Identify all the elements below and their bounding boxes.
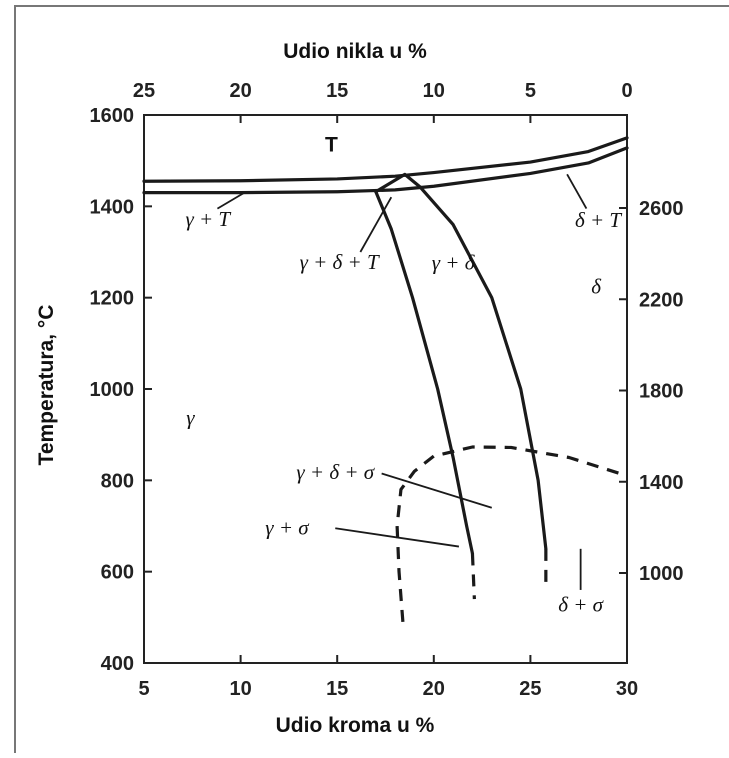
y-left-tick-label: 1400 xyxy=(90,196,135,218)
x-bottom-tick-label: 10 xyxy=(229,678,251,700)
leader-line-3 xyxy=(381,472,493,509)
x-top-tick-label: 0 xyxy=(621,80,632,102)
phase-boundary-line-4 xyxy=(418,185,548,551)
y-left-tick-label: 1200 xyxy=(90,288,135,310)
x-axis-top-title: Udio nikla u % xyxy=(283,40,427,63)
x-top-tick-label: 5 xyxy=(525,80,536,102)
phase-boundary-line-0 xyxy=(142,136,629,183)
x-top-tick-label: 20 xyxy=(229,80,251,102)
y-right-tick-label: 2600 xyxy=(639,198,684,220)
y-left-tick-label: 600 xyxy=(101,562,134,584)
region-label: δ + σ xyxy=(558,593,604,617)
y-axis-left-title: Temperatura, °C xyxy=(35,305,58,466)
y-left-tick-label: 400 xyxy=(101,653,134,675)
region-label: γ + δ + T xyxy=(300,250,380,274)
y-right-tick-label: 1800 xyxy=(639,381,684,403)
region-label: γ xyxy=(186,405,195,429)
x-bottom-tick-label: 5 xyxy=(138,678,149,700)
y-right-tick-label: 1400 xyxy=(639,472,684,494)
region-label: δ + T xyxy=(575,208,622,232)
phase-boundary-line-3 xyxy=(374,190,475,555)
region-label: γ + σ xyxy=(265,515,310,539)
x-top-tick-label: 10 xyxy=(423,80,445,102)
y-right-tick-label: 2200 xyxy=(639,289,684,311)
leader-line-1 xyxy=(359,196,393,253)
x-axis-bottom-title: Udio kroma u % xyxy=(276,714,435,737)
y-left-tick-label: 800 xyxy=(101,470,134,492)
x-bottom-tick-label: 15 xyxy=(326,678,348,700)
leader-line-4 xyxy=(335,527,460,548)
phase-boundary-line-2 xyxy=(374,172,422,194)
region-label: γ + T xyxy=(185,207,231,231)
leader-line-0 xyxy=(216,191,245,210)
y-left-tick-label: 1600 xyxy=(90,105,135,127)
phase-boundary-line-5 xyxy=(395,445,628,623)
leader-line-2 xyxy=(566,173,588,210)
y-right-tick-label: 1000 xyxy=(639,563,684,585)
phase-boundary-line-1 xyxy=(142,146,629,195)
region-label: γ + δ + σ xyxy=(296,460,375,484)
phase-boundary-line-6 xyxy=(470,553,476,600)
x-top-tick-label: 25 xyxy=(133,80,155,102)
x-bottom-tick-label: 30 xyxy=(616,678,638,700)
region-label: T xyxy=(325,134,338,157)
x-top-tick-label: 15 xyxy=(326,80,348,102)
y-left-tick-label: 1000 xyxy=(90,379,135,401)
region-label: γ + δ xyxy=(432,251,476,275)
region-label: δ xyxy=(591,274,602,298)
x-bottom-tick-label: 25 xyxy=(519,678,541,700)
x-bottom-tick-label: 20 xyxy=(423,678,445,700)
